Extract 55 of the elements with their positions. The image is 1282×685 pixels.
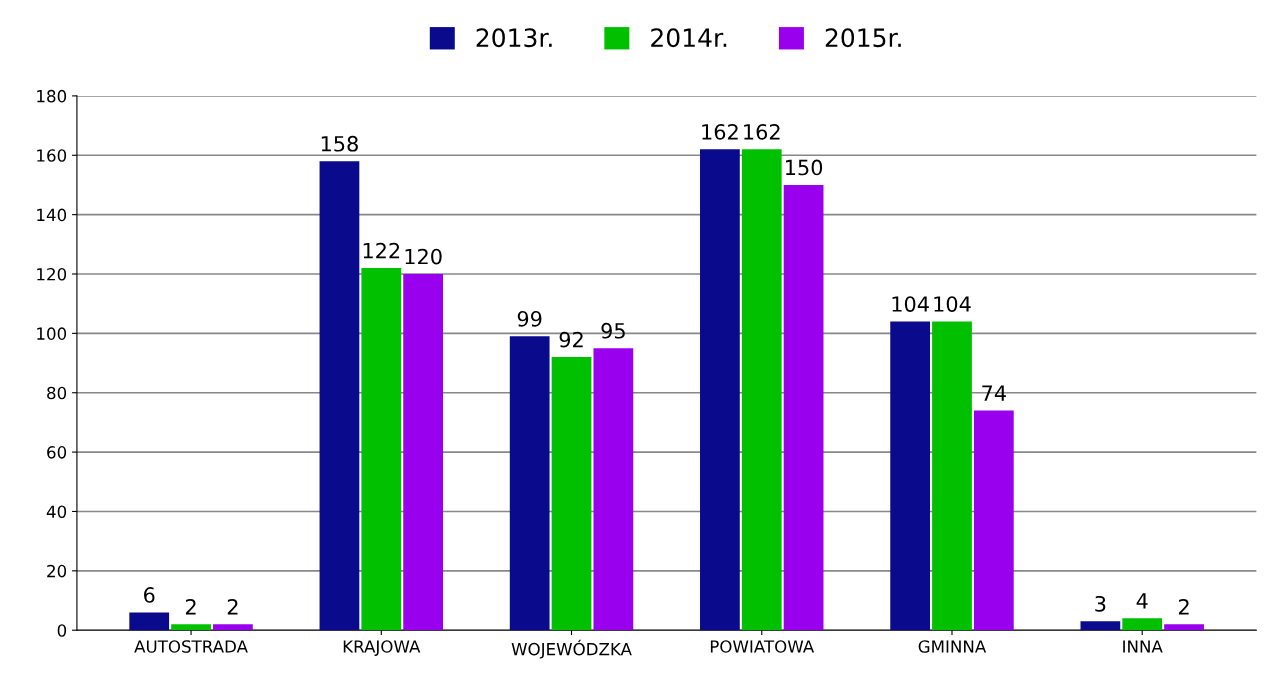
data-label: 104	[934, 296, 971, 312]
y-tick-label: 20	[47, 564, 67, 578]
y-tick-label: 180	[37, 89, 67, 103]
bar	[1080, 621, 1121, 631]
y-tick-label: 80	[47, 386, 67, 400]
legend-label: 2014r.	[651, 28, 727, 48]
x-tick-label: INNA	[1123, 640, 1163, 653]
x-tick-label: POWIATOWA	[710, 640, 815, 653]
data-label: 6	[144, 587, 155, 603]
bar	[403, 274, 444, 631]
bar	[932, 321, 972, 631]
bar	[700, 149, 740, 631]
bar	[361, 268, 402, 631]
y-tick-label: 140	[37, 208, 67, 222]
bar	[741, 149, 782, 631]
bar	[593, 348, 634, 631]
x-tick-label: GMINNA	[918, 640, 987, 653]
y-tick-label: 160	[37, 149, 67, 162]
data-label: 74	[982, 385, 1006, 401]
bar	[783, 184, 824, 631]
x-tick-label: AUTOSTRADA	[134, 640, 248, 653]
legend-label: 2015r.	[825, 28, 901, 48]
bar	[213, 624, 253, 631]
data-label: 104	[892, 296, 929, 312]
bar	[509, 336, 550, 631]
bar	[1164, 624, 1204, 631]
bar	[890, 321, 931, 631]
data-label: 122	[363, 242, 400, 259]
bar	[973, 410, 1014, 631]
data-label: 95	[601, 322, 625, 339]
y-tick-label: 60	[47, 446, 67, 459]
bar	[1122, 618, 1163, 631]
data-label: 4	[1136, 593, 1148, 609]
y-tick-label: 40	[46, 505, 67, 519]
x-tick-label: WOJEWÓDZKA	[511, 639, 632, 659]
x-tick-label: KRAJOWA	[343, 640, 421, 656]
data-label: 2	[227, 598, 238, 615]
data-label: 162	[702, 123, 738, 140]
data-label: 150	[786, 159, 823, 176]
data-label: 120	[405, 248, 442, 265]
legend-label: 2013r.	[476, 28, 552, 48]
bar	[171, 624, 211, 631]
data-label: 162	[744, 123, 780, 140]
data-label: 2	[185, 598, 196, 615]
data-label: 2	[1178, 598, 1189, 615]
y-tick-label: 0	[57, 624, 67, 637]
data-label: 158	[321, 135, 358, 152]
bar	[551, 357, 592, 631]
y-tick-label: 100	[37, 327, 67, 340]
bar	[319, 161, 360, 631]
y-tick-label: 120	[37, 267, 67, 281]
data-label: 3	[1095, 595, 1106, 612]
data-label: 92	[559, 331, 583, 348]
data-label: 99	[517, 310, 542, 327]
bar	[129, 612, 170, 631]
